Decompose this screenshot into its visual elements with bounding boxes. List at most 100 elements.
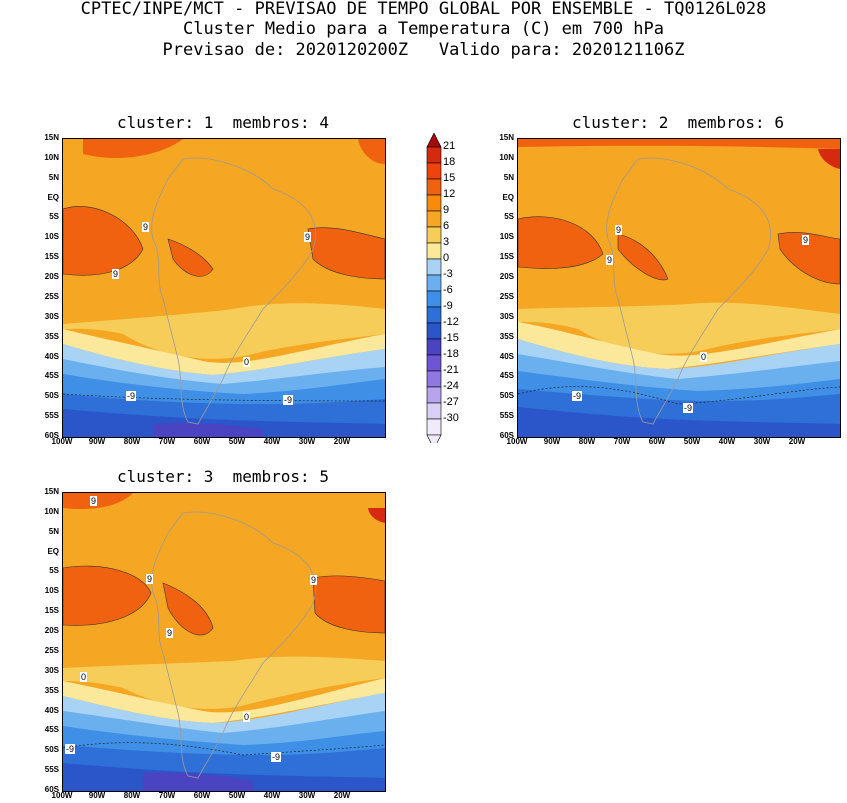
colorbar-swatch [426, 386, 442, 404]
contour-label: 9 [166, 628, 174, 638]
lat-label: 50S [44, 745, 59, 755]
colorbar-label: -27 [443, 396, 459, 408]
lon-label: 40W [718, 437, 736, 446]
colorbar-label: -3 [443, 268, 453, 280]
lat-label: 60S [44, 431, 59, 440]
lat-label: 20S [44, 272, 59, 282]
colorbar-swatch [426, 402, 442, 420]
lat-label: 30S [44, 311, 59, 321]
lon-label: 60W [193, 791, 211, 800]
lat-label: 5S [49, 212, 59, 222]
lon-label: 20W [788, 437, 806, 446]
lat-label: 5S [49, 566, 59, 576]
contour-label: 9 [310, 575, 318, 585]
colorbar-label: -30 [443, 412, 459, 424]
lat-label: 40S [44, 351, 59, 361]
lat-label: 15N [44, 487, 59, 496]
colorbar-label: 15 [443, 172, 456, 184]
lat-label: 60S [44, 785, 59, 794]
lat-label: 50S [499, 391, 514, 401]
colorbar-swatch [426, 226, 442, 244]
lat-label: 15S [499, 252, 514, 262]
lat-label: 5N [503, 172, 514, 182]
panel-3-title: cluster: 3 membros: 5 [117, 467, 329, 486]
lat-label: 45S [44, 371, 59, 381]
panel-1-title: cluster: 1 membros: 4 [117, 113, 329, 132]
contour-label: 9 [606, 255, 614, 265]
lat-label: 35S [44, 685, 59, 695]
contour-label: -9 [683, 403, 694, 413]
lon-label: 100W [51, 437, 73, 446]
colorbar-swatch [426, 306, 442, 324]
colorbar-swatch [426, 133, 442, 148]
lat-label: 10N [499, 152, 514, 162]
lat-label: 15N [499, 133, 514, 142]
lon-label: 80W [123, 437, 141, 446]
colorbar-label: 21 [443, 140, 456, 152]
contour-label: 9 [112, 269, 120, 279]
lat-label: 15S [44, 606, 59, 616]
lon-label: 70W [613, 437, 631, 446]
lat-label: 20S [44, 626, 59, 636]
lat-label: 35S [44, 331, 59, 341]
colorbar-label: -18 [443, 348, 459, 360]
lon-label: 60W [648, 437, 666, 446]
lat-label: EQ [47, 192, 59, 202]
colorbar-swatch [426, 322, 442, 340]
temperature-map-2 [518, 139, 840, 437]
colorbar-swatch [426, 178, 442, 196]
temperature-map-1 [63, 139, 385, 437]
lon-label: 50W [683, 437, 701, 446]
lat-label: 30S [44, 665, 59, 675]
map-panel-cluster-3 [62, 492, 386, 792]
colorbar-label: 12 [443, 188, 456, 200]
colorbar-swatch [426, 242, 442, 260]
colorbar-label: 18 [443, 156, 456, 168]
lon-label: 30W [298, 437, 316, 446]
contour-label: 0 [80, 672, 88, 682]
contour-label: 9 [615, 225, 623, 235]
contour-label: -9 [572, 391, 583, 401]
contour-label: -9 [283, 395, 294, 405]
lon-label: 100W [506, 437, 528, 446]
colorbar-swatch [426, 258, 442, 276]
header-line-1: CPTEC/INPE/MCT - PREVISAO DE TEMPO GLOBA… [80, 0, 767, 19]
colorbar-label: -12 [443, 316, 459, 328]
lat-label: 20S [499, 272, 514, 282]
lat-label: 15N [44, 133, 59, 142]
lon-label: 50W [228, 791, 246, 800]
lat-label: 10N [44, 152, 59, 162]
colorbar-swatch [426, 162, 442, 180]
contour-label: 0 [243, 357, 251, 367]
lat-label: 15S [44, 252, 59, 262]
header-line-3: Previsao de: 2020120200Z Valido para: 20… [162, 40, 685, 60]
colorbar-swatch [426, 354, 442, 372]
lon-label: 100W [51, 791, 73, 800]
lat-label: 10N [44, 506, 59, 516]
colorbar-swatch [426, 274, 442, 292]
temperature-map-3 [63, 493, 385, 791]
contour-label: 9 [304, 232, 312, 242]
lat-label: 5N [48, 172, 59, 182]
contour-label: 0 [700, 352, 708, 362]
lat-label: 10S [44, 586, 59, 596]
lat-label: 40S [499, 351, 514, 361]
colorbar-label: 6 [443, 220, 450, 232]
lat-label: 30S [499, 311, 514, 321]
contour-label: 0 [243, 712, 251, 722]
colorbar-label: 0 [443, 252, 450, 264]
lon-label: 40W [263, 437, 281, 446]
contour-label: -9 [271, 752, 282, 762]
lon-label: 30W [753, 437, 771, 446]
lon-label: 90W [88, 791, 106, 800]
lat-label: 35S [499, 331, 514, 341]
lat-label: 60S [499, 431, 514, 440]
colorbar-label: -15 [443, 332, 459, 344]
lat-label: 25S [44, 645, 59, 655]
colorbar-label: -24 [443, 380, 459, 392]
colorbar-swatch [426, 434, 442, 443]
lon-label: 90W [543, 437, 561, 446]
lat-label: 50S [44, 391, 59, 401]
colorbar-label: 9 [443, 204, 450, 216]
map-panel-cluster-2 [517, 138, 841, 438]
